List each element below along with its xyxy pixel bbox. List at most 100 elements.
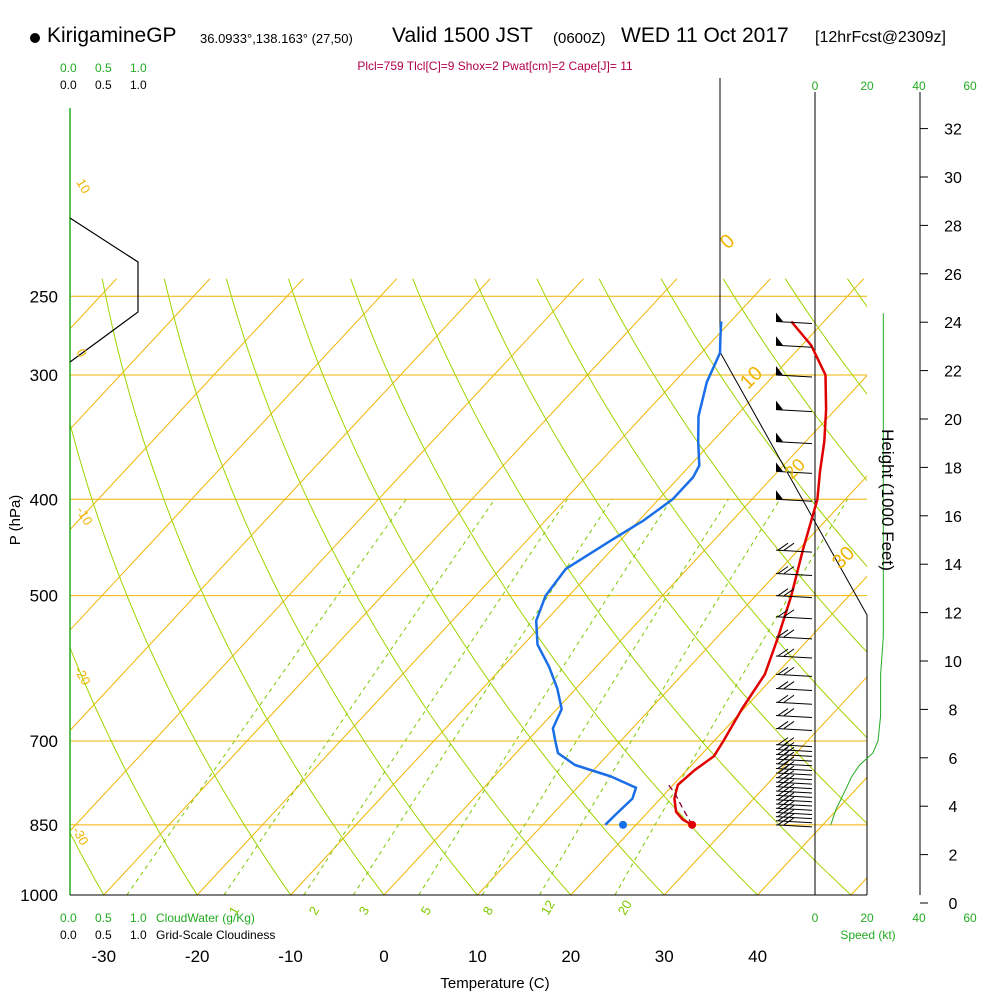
- wind-barb-shaft: [775, 715, 813, 719]
- isotherm-line: [103, 278, 678, 895]
- mixing-ratio-line: [481, 499, 729, 895]
- wind-barb-shaft: [775, 786, 813, 790]
- mixing-ratio-line: [538, 499, 781, 895]
- wind-barb-feather: [783, 542, 795, 551]
- pressure-tick-label: 700: [30, 732, 58, 751]
- wind-barb-shaft: [775, 701, 813, 705]
- wind-barb-feather: [777, 708, 789, 716]
- wind-barb: [775, 588, 813, 599]
- temperature-tick-label: 30: [655, 947, 674, 966]
- wind-barb: [775, 400, 813, 413]
- wind-barb-shaft: [775, 498, 813, 502]
- height-tick-label: 10: [944, 654, 962, 671]
- height-tick-label: 28: [944, 218, 962, 235]
- isotherm-line: [196, 278, 771, 895]
- dry-adiabat-line: [536, 278, 867, 739]
- dry-adiabat-line: [412, 278, 852, 895]
- isotherm-label: -10: [73, 504, 95, 528]
- wind-barb-shaft: [775, 320, 813, 324]
- isotherm-line: [70, 278, 304, 531]
- wind-barb-feather: [783, 708, 795, 716]
- cloudiness-scale-top: 0.0: [60, 78, 77, 92]
- isotherm-line: [290, 278, 865, 895]
- wind-barb-shaft: [775, 688, 813, 692]
- wind-barb-shaft: [775, 344, 813, 348]
- wind-barb-shaft: [775, 744, 813, 748]
- wind-barb-shaft: [775, 573, 813, 577]
- height-tick-label: 30: [944, 170, 962, 187]
- isotherm-line: [383, 374, 867, 895]
- height-tick-label: 20: [944, 412, 962, 429]
- wind-barb-feather: [783, 666, 795, 675]
- cloudiness-scale-top: 0.5: [95, 78, 112, 92]
- plot-frame-right-lower: [719, 351, 868, 895]
- dry-adiabat-line: [101, 278, 385, 895]
- mixing-ratio-label: 8: [480, 904, 497, 918]
- station-name: KirigamineGP: [47, 24, 177, 47]
- wind-barb: [775, 746, 813, 757]
- wind-barb-shaft: [775, 820, 813, 824]
- wind-barb: [775, 751, 813, 762]
- height-tick-label: 2: [949, 848, 958, 865]
- height-tick-label: 22: [944, 364, 962, 381]
- wind-speed-line: [830, 313, 884, 825]
- pressure-tick-label: 850: [30, 816, 58, 835]
- dry-adiabat-line: [598, 278, 867, 653]
- mixing-ratio-line: [303, 499, 568, 895]
- wind-barb: [775, 312, 813, 324]
- height-tick-label: 6: [949, 751, 958, 768]
- temperature-tick-label: -10: [278, 947, 303, 966]
- temperature-tick-label: 20: [561, 947, 580, 966]
- wind-barb-shaft: [775, 753, 813, 757]
- wind-barb: [775, 432, 813, 445]
- stability-indices: Plcl=759 Tlcl[C]=9 Shox=2 Pwat[cm]=2 Cap…: [357, 59, 633, 73]
- wind-barb-shaft: [775, 727, 813, 731]
- parcel-line: [667, 784, 693, 826]
- wind-barb-shaft: [775, 470, 813, 474]
- wind-barb: [775, 609, 813, 620]
- isotherm-line: [0, 279, 23, 895]
- dry-adiabat-line: [163, 278, 478, 895]
- wind-barb-feather: [783, 629, 795, 638]
- wind-barb: [775, 366, 813, 378]
- wind-barb-feather: [783, 742, 795, 750]
- dry-adiabat-line: [784, 278, 867, 395]
- temperature-tick-label: 0: [379, 947, 388, 966]
- wind-barb: [775, 542, 813, 553]
- cloudiness-profile: [69, 217, 139, 363]
- surface-temperature-marker: [688, 820, 697, 829]
- wind-barb-feather: [783, 681, 795, 689]
- wind-barb-shaft: [775, 374, 813, 378]
- dry-adiabat-line: [70, 646, 198, 895]
- cloudiness-scale-bottom: 0.0: [60, 928, 77, 942]
- dry-adiabat-line: [474, 278, 867, 825]
- height-tick-label: 18: [944, 460, 962, 477]
- pressure-tick-label: 400: [30, 490, 58, 509]
- temperature-tick-label: 40: [748, 947, 767, 966]
- station-coordinates: 36.0933°,138.163° (27,50): [200, 31, 353, 46]
- wind-barb-pennant: [776, 366, 783, 376]
- wind-barb-feather: [783, 751, 795, 760]
- wind-barb-shaft: [775, 763, 813, 767]
- wind-barb-feather: [783, 746, 795, 755]
- wind-barb-shaft: [775, 441, 813, 445]
- isotherm-line: [477, 475, 867, 895]
- cloudiness-scale-bottom: 0.5: [95, 928, 112, 942]
- wind-barb-shaft: [775, 816, 813, 820]
- wind-barb-feather: [777, 629, 789, 638]
- speed-tick-bottom: 0: [812, 911, 819, 925]
- dry-adiabat-line: [846, 278, 867, 308]
- mixing-ratio-label: 2: [306, 904, 323, 918]
- cloudiness-scale-bottom: 1.0: [130, 928, 147, 942]
- wind-barb-shaft: [775, 781, 813, 785]
- isotherm-line: [70, 278, 491, 732]
- isotherm-line: [757, 776, 867, 895]
- mixing-ratio-line: [352, 499, 613, 895]
- pressure-tick-label: 500: [30, 587, 58, 606]
- wind-barb-shaft: [775, 655, 813, 659]
- wind-barb-pennant: [776, 432, 783, 442]
- mixing-ratio-line: [418, 499, 672, 895]
- height-tick-label: 8: [949, 702, 958, 719]
- height-tick-label: 26: [944, 267, 962, 284]
- isotherm-line: [70, 278, 584, 832]
